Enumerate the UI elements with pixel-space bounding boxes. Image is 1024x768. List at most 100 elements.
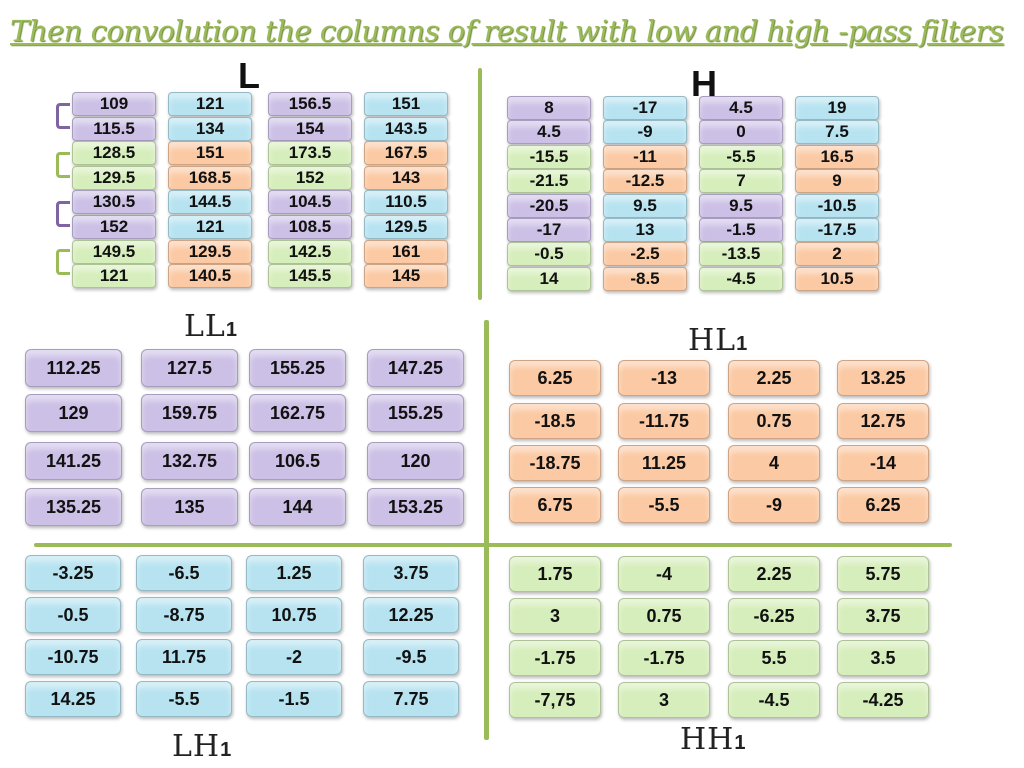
h_matrix-cell: 10.5	[795, 266, 879, 291]
hh1-cell: 5.75	[837, 556, 929, 592]
l_matrix-cell: 168.5	[168, 165, 252, 190]
ll1-cell: 129	[25, 394, 122, 432]
lh1-cell: -0.5	[25, 597, 121, 633]
hl1-cell: -5.5	[618, 487, 710, 523]
lh1-cell: -2	[246, 639, 342, 675]
hl1-cell: 2.25	[728, 360, 820, 396]
row-pair-bracket	[56, 249, 70, 275]
l_matrix-cell: 152	[268, 165, 352, 190]
lh1-cell: -6.5	[136, 555, 232, 591]
hl1-cell: -9	[728, 487, 820, 523]
ll1-cell: 159.75	[141, 394, 238, 432]
lh1-cell: 7.75	[363, 681, 459, 717]
l_matrix-cell: 142.5	[268, 239, 352, 264]
lh1-cell: 12.25	[363, 597, 459, 633]
h_matrix-cell: -20.5	[507, 193, 591, 218]
l_matrix-cell: 173.5	[268, 141, 352, 166]
h_matrix-cell: -15.5	[507, 144, 591, 169]
h_matrix-cell: 14	[507, 266, 591, 291]
hh1-cell: -4.5	[728, 682, 820, 718]
ll1-cell: 144	[249, 488, 346, 526]
l_matrix-cell: 161	[364, 239, 448, 264]
h_matrix-cell: -0.5	[507, 242, 591, 267]
ll1-cell: 127.5	[141, 349, 238, 387]
hl1-cell: -13	[618, 360, 710, 396]
hl1-cell: 6.25	[509, 360, 601, 396]
h_matrix-cell: -17	[603, 96, 687, 120]
hl1-cell: 12.75	[837, 403, 929, 439]
lh1-cell: -10.75	[25, 639, 121, 675]
ll1-cell: 135.25	[25, 488, 122, 526]
lh1-cell: 10.75	[246, 597, 342, 633]
l_matrix-cell: 143.5	[364, 116, 448, 141]
hh1-cell: -4.25	[837, 682, 929, 718]
l_matrix-cell: 151	[364, 92, 448, 116]
h_matrix-cell: 4.5	[507, 120, 591, 145]
ll1-cell: 153.25	[367, 488, 464, 526]
l_matrix-cell: 143	[364, 165, 448, 190]
hh1-cell: -1.75	[509, 640, 601, 676]
row-pair-bracket	[56, 103, 70, 129]
l_matrix-cell: 121	[72, 264, 156, 289]
ll1-cell: 155.25	[249, 349, 346, 387]
hh1-cell: -1.75	[618, 640, 710, 676]
l_matrix-cell: 154	[268, 116, 352, 141]
hh1-cell: -4	[618, 556, 710, 592]
lh1-cell: -8.75	[136, 597, 232, 633]
hl1-cell: 4	[728, 445, 820, 481]
h_matrix-cell: -4.5	[699, 266, 783, 291]
l_matrix-cell: 152	[72, 215, 156, 239]
hl1-cell: 6.75	[509, 487, 601, 523]
l_matrix-cell: 145	[364, 264, 448, 289]
lh1-cell: 11.75	[136, 639, 232, 675]
l_matrix-cell: 129.5	[72, 165, 156, 190]
hh1-cell: 3.5	[837, 640, 929, 676]
h_matrix-cell: 7	[699, 169, 783, 194]
hh1-cell: -7,75	[509, 682, 601, 718]
hl1-cell: 11.25	[618, 445, 710, 481]
h_matrix-cell: -21.5	[507, 169, 591, 194]
row-pair-bracket	[56, 152, 70, 178]
h_matrix-cell: -17.5	[795, 218, 879, 242]
hl1-cell: -18.75	[509, 445, 601, 481]
h_matrix-cell: 0	[699, 120, 783, 145]
h_matrix-cell: -17	[507, 218, 591, 242]
hh1-cell: 3	[618, 682, 710, 718]
hh1-cell: 5.5	[728, 640, 820, 676]
hh1-cell: 0.75	[618, 598, 710, 634]
l_matrix-cell: 128.5	[72, 141, 156, 166]
hh1-cell: 1.75	[509, 556, 601, 592]
h_matrix-cell: -2.5	[603, 242, 687, 267]
l_matrix-cell: 134	[168, 116, 252, 141]
label-l: L	[238, 55, 260, 96]
h_matrix-cell: -13.5	[699, 242, 783, 267]
label-hl1: HL1	[688, 323, 749, 358]
l_matrix-cell: 145.5	[268, 264, 352, 289]
ll1-cell: 120	[367, 442, 464, 480]
l_matrix-cell: 151	[168, 141, 252, 166]
ll1-cell: 106.5	[249, 442, 346, 480]
horizontal-divider	[34, 543, 952, 547]
h_matrix-cell: -1.5	[699, 218, 783, 242]
top-vertical-divider	[478, 68, 482, 300]
l_matrix-cell: 108.5	[268, 215, 352, 239]
h_matrix-cell: 9.5	[603, 193, 687, 218]
lh1-cell: 1.25	[246, 555, 342, 591]
hh1-cell: 2.25	[728, 556, 820, 592]
h_matrix-cell: 9	[795, 169, 879, 194]
l_matrix-cell: 129.5	[168, 239, 252, 264]
h_matrix-cell: 13	[603, 218, 687, 242]
l_matrix-cell: 130.5	[72, 190, 156, 215]
hl1-cell: 6.25	[837, 487, 929, 523]
h_matrix-cell: -11	[603, 144, 687, 169]
h_matrix-cell: -9	[603, 120, 687, 145]
l_matrix-cell: 110.5	[364, 190, 448, 215]
h_matrix-cell: 4.5	[699, 96, 783, 120]
label-lh1: LH1	[172, 729, 233, 764]
lh1-cell: -1.5	[246, 681, 342, 717]
ll1-cell: 141.25	[25, 442, 122, 480]
lh1-cell: 3.75	[363, 555, 459, 591]
slide-title: Then convolution the columns of result w…	[10, 14, 1004, 48]
h_matrix-cell: 2	[795, 242, 879, 267]
h_matrix-cell: -8.5	[603, 266, 687, 291]
